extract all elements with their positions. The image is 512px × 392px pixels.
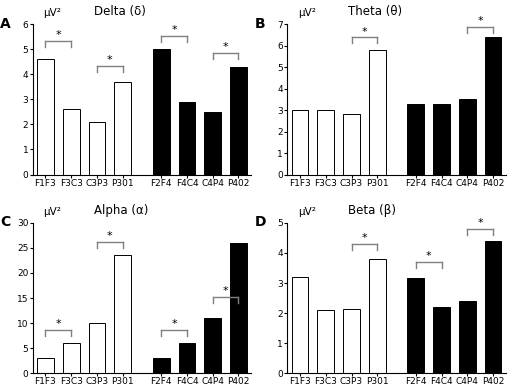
Text: *: * bbox=[361, 233, 367, 243]
Bar bbox=[89, 122, 105, 174]
Bar bbox=[292, 277, 308, 373]
Text: μV²: μV² bbox=[44, 8, 61, 18]
Bar bbox=[369, 259, 386, 373]
Bar bbox=[317, 110, 334, 174]
Bar bbox=[153, 358, 169, 373]
Bar bbox=[459, 301, 476, 373]
Text: Theta (θ): Theta (θ) bbox=[349, 5, 402, 18]
Bar bbox=[204, 112, 221, 174]
Text: *: * bbox=[172, 25, 177, 35]
Text: *: * bbox=[477, 218, 483, 228]
Bar bbox=[37, 358, 54, 373]
Bar bbox=[179, 343, 195, 373]
Text: μV²: μV² bbox=[298, 8, 316, 18]
Bar bbox=[343, 309, 360, 373]
Bar bbox=[63, 109, 79, 174]
Bar bbox=[485, 241, 501, 373]
Bar bbox=[433, 307, 450, 373]
Text: A: A bbox=[0, 16, 11, 31]
Text: *: * bbox=[107, 55, 113, 65]
Bar bbox=[179, 102, 195, 174]
Bar bbox=[37, 59, 54, 174]
Text: *: * bbox=[172, 319, 177, 329]
Text: *: * bbox=[223, 42, 228, 53]
Text: *: * bbox=[107, 231, 113, 241]
Bar bbox=[230, 243, 247, 373]
Text: μV²: μV² bbox=[298, 207, 316, 217]
Bar bbox=[408, 103, 424, 174]
Text: *: * bbox=[477, 16, 483, 26]
Bar bbox=[63, 343, 79, 373]
Bar bbox=[485, 37, 501, 174]
Bar bbox=[153, 49, 169, 174]
Bar bbox=[369, 50, 386, 174]
Text: *: * bbox=[223, 286, 228, 296]
Bar bbox=[433, 103, 450, 174]
Bar bbox=[89, 323, 105, 373]
Text: μV²: μV² bbox=[44, 207, 61, 217]
Text: *: * bbox=[426, 251, 432, 261]
Text: D: D bbox=[254, 215, 266, 229]
Bar bbox=[114, 256, 131, 373]
Text: *: * bbox=[55, 30, 61, 40]
Text: B: B bbox=[254, 16, 265, 31]
Bar bbox=[204, 318, 221, 373]
Bar bbox=[230, 67, 247, 174]
Text: C: C bbox=[0, 215, 10, 229]
Bar bbox=[114, 82, 131, 174]
Text: *: * bbox=[361, 27, 367, 36]
Bar bbox=[317, 310, 334, 373]
Bar bbox=[408, 278, 424, 373]
Text: Beta (β): Beta (β) bbox=[349, 204, 396, 217]
Bar bbox=[343, 114, 360, 174]
Text: *: * bbox=[55, 319, 61, 329]
Bar bbox=[292, 110, 308, 174]
Text: Delta (δ): Delta (δ) bbox=[94, 5, 146, 18]
Bar bbox=[459, 99, 476, 174]
Text: Alpha (α): Alpha (α) bbox=[94, 204, 148, 217]
